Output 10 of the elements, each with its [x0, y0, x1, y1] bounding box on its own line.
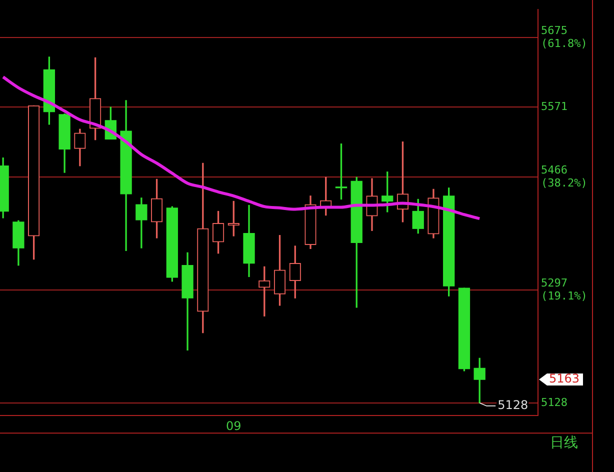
y-tick-label: 5128 — [541, 396, 568, 409]
y-tick-label: 5571 — [541, 100, 568, 113]
text: 5128 — [498, 398, 528, 412]
y-tick-label: 5297 (19.1%) — [541, 276, 588, 303]
text: 日线 — [550, 435, 578, 452]
y-tick-label: 5675 (61.8%) — [541, 24, 588, 50]
x-tick-label: 09 — [226, 418, 242, 433]
text: 5163 — [549, 372, 580, 386]
line-series — [2, 76, 482, 220]
y-tick-label: 5466 (38.2%) — [541, 163, 588, 190]
